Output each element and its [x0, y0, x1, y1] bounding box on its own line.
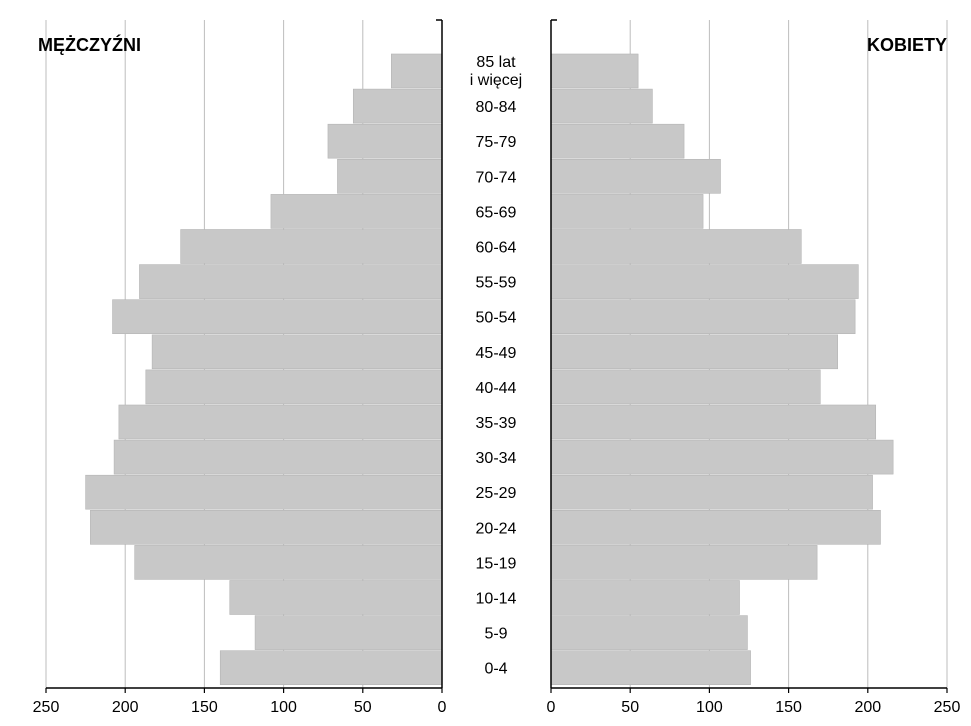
age-label-25-29: 25-29 — [476, 485, 517, 502]
bar-women-70-74 — [550, 159, 721, 194]
bar-women-60-64 — [550, 229, 802, 264]
tick-label-right-50: 50 — [621, 699, 639, 716]
age-label-75-79: 75-79 — [476, 134, 517, 151]
bar-women-75-79 — [550, 123, 685, 159]
bar-women-35-39 — [550, 404, 877, 440]
bar-men-35-39 — [118, 404, 443, 440]
bar-women-25-29 — [550, 474, 873, 510]
bar-men-75-79 — [327, 123, 443, 159]
age-label-10-14: 10-14 — [476, 591, 517, 608]
age-label-70-74: 70-74 — [476, 169, 517, 186]
bar-women-40-44 — [550, 369, 821, 405]
bar-women-55-59 — [550, 264, 859, 299]
bar-men-65-69 — [270, 194, 443, 229]
age-label-20-24: 20-24 — [476, 520, 517, 537]
age-label-60-64: 60-64 — [476, 240, 517, 257]
age-label-50-54: 50-54 — [476, 310, 517, 327]
tick-label-left-150: 150 — [191, 699, 218, 716]
tick-label-right-200: 200 — [854, 699, 881, 716]
bar-men-20-24 — [90, 509, 443, 545]
bar-men-70-74 — [337, 159, 443, 194]
tick-label-left-200: 200 — [112, 699, 139, 716]
tick-label-right-150: 150 — [775, 699, 802, 716]
tick-label-left-250: 250 — [33, 699, 60, 716]
age-label-40-44: 40-44 — [476, 380, 517, 397]
bar-men-45-49 — [151, 334, 443, 370]
age-label-oldest-line-2: i więcej — [470, 72, 522, 89]
bar-women-10-14 — [550, 580, 740, 615]
bar-women-50-54 — [550, 299, 856, 335]
bar-men-60-64 — [180, 229, 443, 264]
bar-men-5-9 — [254, 615, 443, 650]
age-label-65-69: 65-69 — [476, 204, 517, 221]
bar-men-40-44 — [145, 369, 443, 405]
bar-women-45-49 — [550, 334, 839, 370]
tick-label-right-0: 0 — [547, 699, 556, 716]
tick-label-left-50: 50 — [354, 699, 372, 716]
age-label-oldest-line-1: 85 lat — [476, 54, 516, 71]
bar-men-15-19 — [134, 545, 443, 580]
age-label-55-59: 55-59 — [476, 275, 517, 292]
bar-men-10-14 — [229, 580, 443, 615]
right-title-women: KOBIETY — [867, 35, 947, 55]
left-title-men: MĘŻCZYŹNI — [38, 34, 141, 55]
tick-label-right-100: 100 — [696, 699, 723, 716]
axes — [46, 19, 947, 689]
tick-label-left-0: 0 — [438, 699, 447, 716]
age-label-0-4: 0-4 — [484, 661, 507, 678]
bar-men-30-34 — [113, 439, 443, 475]
bar-men-55-59 — [139, 264, 443, 299]
bar-women-20-24 — [550, 509, 881, 545]
bar-men-85-lat-i-więcej — [391, 53, 443, 89]
bar-women-85-lat-i-więcej — [550, 53, 639, 89]
tick-label-right-250: 250 — [934, 699, 961, 716]
age-label-80-84: 80-84 — [476, 99, 517, 116]
age-label-5-9: 5-9 — [484, 626, 507, 643]
bar-women-80-84 — [550, 88, 653, 124]
age-label-30-34: 30-34 — [476, 450, 517, 467]
tick-label-left-100: 100 — [270, 699, 297, 716]
bar-women-0-4 — [550, 650, 751, 686]
bar-men-80-84 — [352, 88, 443, 124]
bar-women-30-34 — [550, 439, 894, 475]
bar-men-0-4 — [219, 650, 443, 686]
tick-labels: 0 0 50 50 100 100 150 150 200 200 250 250 — [33, 688, 961, 716]
age-label-15-19: 15-19 — [476, 555, 517, 572]
age-label-35-39: 35-39 — [476, 415, 517, 432]
bar-men-25-29 — [85, 474, 443, 510]
age-label-45-49: 45-49 — [476, 345, 517, 362]
bar-men-50-54 — [112, 299, 443, 335]
bar-women-65-69 — [550, 194, 704, 229]
bar-women-5-9 — [550, 615, 748, 650]
bar-women-15-19 — [550, 545, 818, 580]
bars — [85, 53, 894, 686]
